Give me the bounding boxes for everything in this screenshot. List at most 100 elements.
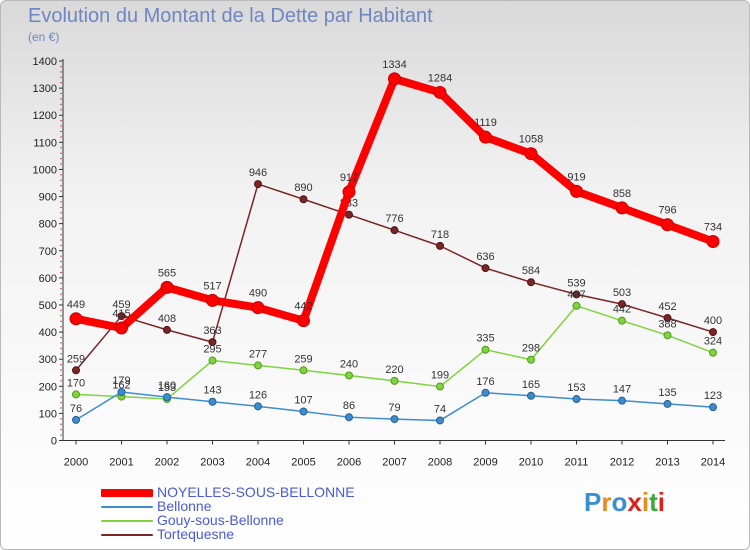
data-point — [524, 147, 538, 161]
y-tick-label: 600 — [39, 273, 57, 285]
chart-subtitle: (en €) — [28, 30, 60, 44]
y-tick-label: 300 — [39, 354, 57, 366]
data-label: 1334 — [382, 59, 406, 71]
data-point — [299, 407, 308, 416]
logo-letter: o — [611, 487, 628, 517]
data-point — [390, 415, 399, 424]
y-tick-label: 900 — [39, 192, 57, 204]
data-point — [72, 366, 80, 375]
y-tick-label: 700 — [39, 246, 57, 258]
data-label: 135 — [658, 387, 676, 399]
data-point — [345, 413, 353, 422]
data-point — [160, 280, 174, 294]
legend-swatch — [101, 534, 153, 536]
data-label: 890 — [294, 182, 312, 194]
data-point — [72, 415, 80, 424]
data-label: 584 — [522, 265, 540, 277]
x-tick-label: 2012 — [610, 457, 634, 469]
x-tick-label: 2002 — [155, 457, 179, 469]
logo-letter: i — [641, 487, 650, 517]
data-label: 170 — [67, 377, 85, 389]
data-point — [436, 382, 444, 391]
legend-label: Bellonne — [157, 498, 212, 514]
data-point — [663, 331, 672, 340]
data-label: 776 — [385, 213, 403, 225]
data-point — [618, 316, 626, 325]
data-label: 1058 — [519, 134, 543, 146]
data-point — [527, 391, 535, 400]
data-label: 76 — [70, 403, 82, 415]
data-point — [388, 72, 401, 86]
data-label: 123 — [704, 390, 722, 402]
data-point — [251, 301, 265, 315]
data-label: 147 — [613, 384, 631, 396]
data-label: 162 — [112, 380, 130, 392]
data-label: 298 — [522, 343, 540, 355]
data-point — [481, 264, 490, 273]
x-tick-label: 2011 — [565, 457, 589, 469]
data-label: 565 — [158, 267, 176, 279]
data-point — [709, 403, 717, 412]
legend-swatch — [101, 489, 153, 497]
series-noyelles: 449 415 565 517 490 442 917 1334 1284 1119 1058 919… — [67, 59, 722, 335]
data-label: 295 — [203, 344, 221, 356]
data-label: 796 — [658, 205, 676, 217]
data-point — [390, 226, 399, 235]
data-label: 459 — [112, 299, 130, 311]
x-tick-label: 2005 — [291, 457, 315, 469]
logo-letter: x — [627, 487, 642, 517]
data-point — [72, 390, 80, 399]
x-tick-label: 2009 — [473, 457, 497, 469]
data-label: 220 — [385, 364, 403, 376]
data-point — [479, 130, 492, 144]
data-label: 919 — [567, 171, 585, 183]
series-gouy: 170 162 153 295 277 259 240 220 199 335 298 497 442 3… — [67, 289, 722, 404]
data-point — [527, 355, 535, 364]
series-bellonne: 76 179 160 143 126 107 86 79 74 176 165 153 147 135 12… — [70, 375, 722, 425]
y-tick-label: 100 — [39, 408, 57, 420]
data-label: 259 — [67, 353, 85, 365]
x-tick-label: 2014 — [701, 457, 725, 469]
data-point — [69, 312, 83, 326]
data-point — [206, 293, 219, 307]
data-label: 503 — [613, 287, 631, 299]
x-axis-ticks: 2000 2001 2002 2003 2004 2005 2006 2007 2008 2009… — [64, 440, 725, 469]
data-point — [117, 387, 126, 396]
y-tick-label: 0 — [51, 436, 57, 448]
data-point — [342, 185, 356, 199]
data-point — [117, 312, 126, 321]
y-tick-label: 400 — [39, 327, 57, 339]
data-point — [709, 328, 717, 337]
x-tick-label: 2000 — [64, 457, 88, 469]
data-point — [390, 376, 399, 385]
data-point — [163, 325, 171, 334]
proxiti-logo: Proxiti — [584, 487, 665, 518]
data-point — [661, 218, 674, 232]
data-label: 74 — [434, 403, 446, 415]
y-tick-label: 200 — [39, 381, 57, 393]
data-point — [572, 301, 581, 310]
data-point — [618, 300, 626, 309]
data-label: 490 — [249, 288, 267, 300]
data-label: 240 — [340, 358, 358, 370]
data-point — [345, 210, 353, 219]
data-label: 160 — [158, 380, 176, 392]
y-tick-label: 800 — [39, 219, 57, 231]
data-label: 1284 — [428, 72, 452, 84]
data-point — [297, 314, 310, 328]
data-label: 126 — [249, 389, 267, 401]
logo-letter: i — [657, 487, 665, 517]
y-tick-label: 1300 — [33, 83, 57, 95]
data-point — [481, 345, 490, 354]
data-label: 199 — [431, 370, 449, 382]
y-axis-ticks: 0 100 200 300 400 500 600 700 800 900 1000 1100 1200… — [33, 56, 63, 448]
y-tick-label: 1400 — [33, 56, 57, 68]
x-tick-label: 2001 — [109, 457, 133, 469]
data-label: 636 — [476, 251, 494, 263]
data-label: 165 — [522, 379, 540, 391]
data-label: 452 — [658, 301, 676, 313]
data-point — [572, 395, 581, 404]
data-point — [436, 416, 444, 425]
